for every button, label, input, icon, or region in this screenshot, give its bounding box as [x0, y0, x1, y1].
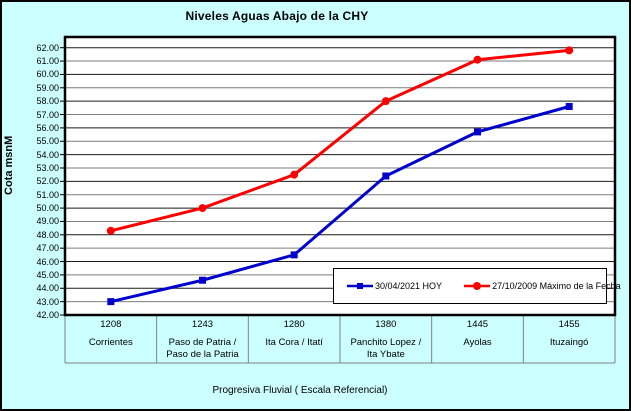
category-name: Ayolas — [463, 337, 492, 348]
category-label: 1208 Corrientes — [65, 319, 157, 349]
y-tick-label: 44.00 — [36, 283, 59, 294]
y-tick-label: 46.00 — [36, 256, 59, 267]
series-marker-0 — [474, 128, 481, 136]
y-tick-label: 50.00 — [36, 203, 59, 214]
legend[interactable]: 30/04/2021 HOY 27/10/2009 Máximo de la Fe… — [333, 268, 621, 304]
category-name: Ita Ybate — [366, 349, 405, 360]
y-tick-label: 49.00 — [36, 216, 59, 227]
series-marker-0 — [107, 298, 115, 306]
chart-title: Niveles Aguas Abajo de la CHY — [185, 9, 369, 23]
category-km: 1380 — [375, 319, 397, 330]
category-label: 1455 Ituzaingó — [523, 319, 615, 349]
legend-square-marker-icon — [357, 283, 363, 289]
y-tick-label: 53.00 — [36, 162, 59, 173]
y-tick-label: 62.00 — [36, 42, 59, 53]
y-tick-label: 57.00 — [36, 109, 59, 120]
category-name: Paso de la Patria — [166, 349, 239, 360]
series-marker-0 — [565, 103, 573, 110]
y-tick-label: 45.00 — [36, 269, 59, 280]
legend-label: 30/04/2021 HOY — [375, 281, 443, 291]
y-tick-label: 60.00 — [36, 69, 59, 80]
series-line-0[interactable] — [109, 105, 571, 304]
series-marker-1 — [290, 170, 299, 179]
legend-marker-icon — [347, 283, 373, 289]
y-tick-label: 58.00 — [36, 96, 59, 107]
series-marker-1 — [198, 204, 207, 213]
legend-marker-icon — [464, 282, 491, 290]
series-marker-1 — [381, 97, 390, 106]
legend-entry[interactable]: 27/10/2009 Máximo de la Fecha — [464, 281, 621, 291]
category-name: Ituzaingó — [549, 337, 589, 348]
plot-frame — [63, 35, 617, 317]
y-tick-label: 47.00 — [36, 243, 59, 254]
y-tick-label: 43.00 — [36, 296, 59, 307]
category-km: 1208 — [100, 319, 122, 330]
series-marker-1 — [106, 226, 115, 235]
y-tick-label: 59.00 — [36, 82, 59, 93]
category-name: Corrientes — [88, 337, 133, 348]
category-label: 1445 Ayolas — [432, 319, 524, 349]
category-label: 1243 Paso de Patria / Paso de la Patria — [157, 319, 249, 361]
legend-entry[interactable]: 30/04/2021 HOY — [347, 281, 442, 291]
category-km: 1445 — [466, 319, 489, 330]
category-label: 1280 Ita Cora / Itatí — [248, 319, 340, 349]
category-km: 1280 — [283, 319, 305, 330]
category-name: Paso de Patria / — [168, 337, 237, 348]
y-tick-label: 61.00 — [36, 56, 59, 67]
legend-circle-marker-icon — [473, 282, 482, 290]
category-name: Panchito Lopez / — [350, 337, 422, 348]
series-marker-0 — [290, 251, 298, 259]
legend-label: 27/10/2009 Máximo de la Fecha — [492, 281, 621, 291]
category-km: 1455 — [558, 319, 580, 330]
category-km: 1243 — [191, 319, 214, 330]
y-tick-label: 42.00 — [36, 310, 59, 320]
y-tick-label: 54.00 — [36, 149, 59, 160]
series-marker-1 — [473, 55, 482, 64]
category-label: 1380 Panchito Lopez / Ita Ybate — [340, 319, 432, 361]
y-tick-label: 51.00 — [36, 189, 59, 200]
y-tick-label: 55.00 — [36, 136, 59, 147]
series-marker-0 — [199, 276, 206, 284]
x-axis-title: Progresiva Fluvial ( Escala Referencial) — [212, 385, 388, 396]
series-line-1[interactable] — [109, 48, 571, 233]
series-marker-0 — [382, 172, 390, 180]
category-name: Ita Cora / Itatí — [265, 337, 323, 348]
y-tick-label: 56.00 — [36, 122, 59, 133]
y-tick-label: 48.00 — [36, 229, 59, 240]
y-tick-label: 52.00 — [36, 176, 59, 187]
series-marker-1 — [565, 46, 574, 55]
